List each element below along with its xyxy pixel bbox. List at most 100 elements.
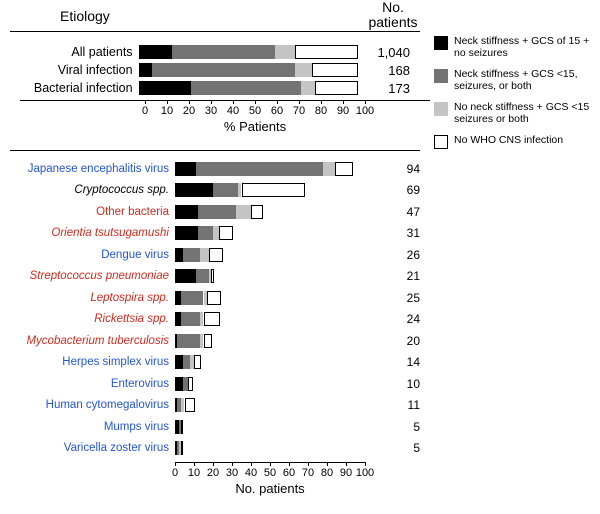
bar-segment <box>175 377 183 391</box>
top-row: All patients1,040 <box>10 43 410 61</box>
bar-segment <box>175 226 198 240</box>
row-count: 25 <box>365 291 420 305</box>
legend-swatch <box>434 102 448 116</box>
bottom-row: Varicella zoster virus5 <box>10 438 420 460</box>
row-count: 10 <box>365 377 420 391</box>
bottom-row: Dengue virus 26 <box>10 244 420 266</box>
bar-segment <box>185 398 195 412</box>
row-label: Dengue virus <box>10 249 175 261</box>
stacked-bar <box>139 63 348 77</box>
legend-text: Neck stiffness + GCS <15, seizures, or b… <box>454 68 594 92</box>
row-count: 11 <box>365 398 420 412</box>
axis-ticklabel: 10 <box>161 105 173 117</box>
legend-swatch <box>434 69 448 83</box>
axis-tick <box>270 462 271 466</box>
bar-segment <box>209 248 223 262</box>
axis-ticklabel: 40 <box>227 105 239 117</box>
bar-segment <box>200 248 210 262</box>
stacked-bar <box>175 398 365 412</box>
bar-segment <box>181 420 184 434</box>
legend-text: No WHO CNS infection <box>454 134 594 149</box>
row-label: Rickettsia spp. <box>10 313 175 325</box>
row-label: Mycobacterium tuberculosis <box>10 335 175 347</box>
stacked-bar <box>175 269 365 283</box>
bottom-row: Human cytomegalovirus 11 <box>10 395 420 417</box>
stacked-bar <box>175 355 365 369</box>
legend-item: Neck stiffness + GCS <15, seizures, or b… <box>434 68 594 92</box>
bar-segment <box>183 355 191 369</box>
axis-tick <box>321 100 322 104</box>
axis-tick <box>299 100 300 104</box>
axis-ticklabel: 80 <box>321 467 333 479</box>
hdr-no-pat-l1: No. <box>382 0 404 15</box>
axis-tick <box>346 462 347 466</box>
axis-ticklabel: 100 <box>356 467 374 479</box>
top-row: Viral infection168 <box>10 61 410 79</box>
row-label: Human cytomegalovirus <box>10 399 175 411</box>
row-label: Other bacteria <box>10 206 175 218</box>
bar-segment <box>236 205 251 219</box>
row-label: Cryptococcus spp. <box>10 184 175 196</box>
bottom-row: Streptococcus pneumoniae21 <box>10 266 420 288</box>
axis-bottom: No. patients 0102030405060708090100 <box>175 462 365 494</box>
axis-ticklabel: 60 <box>271 105 283 117</box>
axis-tick <box>251 462 252 466</box>
axis-ticklabel: 30 <box>226 467 238 479</box>
row-count: 5 <box>365 420 420 434</box>
stacked-bar <box>175 205 365 219</box>
hdr-no-pat-l2: patients <box>368 14 417 30</box>
bar-segment <box>242 183 306 197</box>
bar-segment <box>139 81 192 95</box>
row-label: Varicella zoster virus <box>10 442 175 454</box>
axis-tick <box>194 462 195 466</box>
axis-ticklabel: 30 <box>205 105 217 117</box>
bar-segment <box>315 81 358 95</box>
legend-item: No WHO CNS infection <box>434 134 594 149</box>
axis-ticklabel: 50 <box>249 105 261 117</box>
bottom-row: Other bacteria 47 <box>10 201 420 223</box>
top-rows: All patients1,040Viral infection168Bacte… <box>10 43 410 97</box>
bar-segment <box>204 334 213 348</box>
row-count: 26 <box>365 248 420 262</box>
axis-ticklabel: 0 <box>172 467 178 479</box>
row-count: 24 <box>365 312 420 326</box>
bottom-row: Cryptococcus spp.69 <box>10 180 420 202</box>
bar-segment <box>323 162 334 176</box>
axis-ticklabel: 50 <box>264 467 276 479</box>
row-label: Enterovirus <box>10 378 175 390</box>
bar-segment <box>181 441 184 455</box>
stacked-bar <box>175 420 365 434</box>
axis-tick <box>289 462 290 466</box>
bottom-row: Rickettsia spp. 24 <box>10 309 420 331</box>
header-no-patients: No. patients <box>358 0 428 31</box>
stacked-bar <box>175 248 365 262</box>
row-count: 31 <box>365 226 420 240</box>
bottom-row: Mumps virus5 <box>10 416 420 438</box>
axis-tick <box>365 100 366 104</box>
axis-tick <box>365 462 366 466</box>
row-label: Streptococcus pneumoniae <box>10 270 175 282</box>
bottom-row: Herpes simplex virus14 <box>10 352 420 374</box>
axis-ticklabel: 40 <box>245 467 257 479</box>
legend-swatch <box>434 135 448 149</box>
legend-text: Neck stiffness + GCS of 15 + no seizures <box>454 35 594 59</box>
axis-tick <box>145 100 146 104</box>
bar-segment <box>196 162 323 176</box>
bar-segment <box>295 63 313 77</box>
bar-segment <box>194 355 201 369</box>
axis-ticklabel: 90 <box>340 467 352 479</box>
bottom-row: Mycobacterium tuberculosis20 <box>10 330 420 352</box>
bar-segment <box>207 291 221 305</box>
bar-segment <box>175 205 198 219</box>
axis-tick <box>277 100 278 104</box>
bar-segment <box>172 45 275 59</box>
row-label: All patients <box>10 45 139 59</box>
bar-segment <box>175 162 196 176</box>
row-count: 47 <box>365 205 420 219</box>
bar-segment <box>213 183 238 197</box>
bar-segment <box>177 334 200 348</box>
row-label: Viral infection <box>10 63 139 77</box>
bar-segment <box>251 205 263 219</box>
bar-segment <box>183 248 200 262</box>
bottom-row: Leptospira spp.25 <box>10 287 420 309</box>
